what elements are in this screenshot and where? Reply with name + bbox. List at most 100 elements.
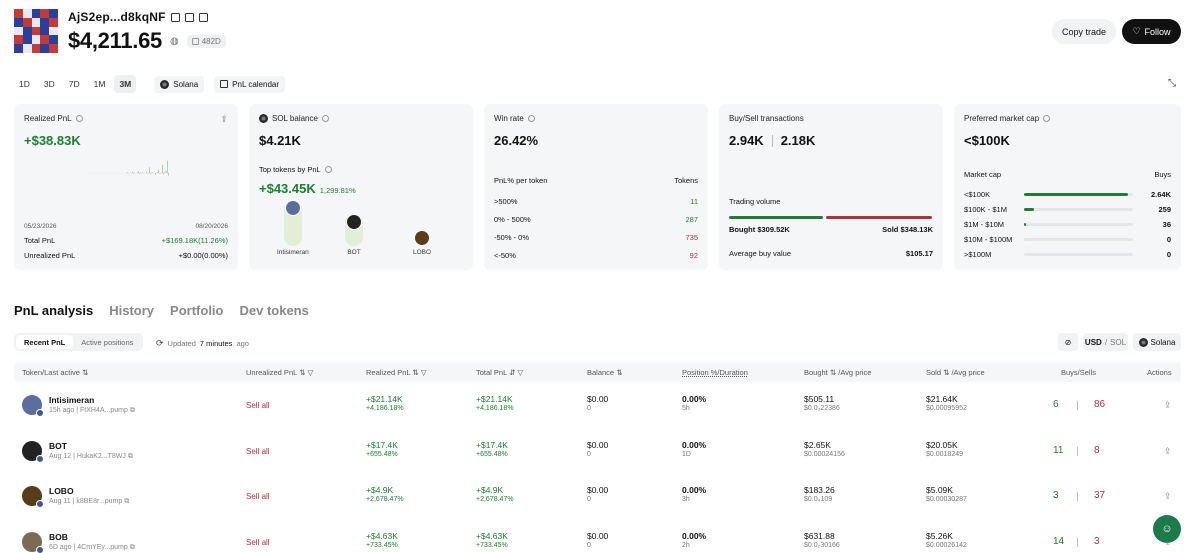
market-cap-row: $1M - $10M 36 bbox=[964, 217, 1171, 232]
market-cap-range: >$100M bbox=[964, 250, 992, 259]
realized-pnl: +$4.63K bbox=[366, 530, 398, 541]
period-1d[interactable]: 1D bbox=[19, 79, 30, 89]
unrealized-pnl-value: +$0.00(0.00%) bbox=[178, 251, 228, 260]
avatar-pixel bbox=[22, 35, 32, 45]
info-icon[interactable] bbox=[321, 115, 329, 122]
share-icon[interactable]: ⇪ bbox=[1164, 491, 1172, 501]
buy-count: 14 bbox=[1053, 535, 1065, 547]
chat-icon: ☺ bbox=[1161, 523, 1173, 535]
table-row[interactable]: BOT Aug 12 | HukaK2...T8WJ ⧉ Sell all +$17.… bbox=[14, 429, 1181, 474]
avg-buy-value: $105.17 bbox=[905, 249, 933, 258]
info-icon[interactable] bbox=[527, 115, 535, 122]
tab-history[interactable]: History bbox=[109, 303, 155, 318]
table-row[interactable]: BOB 6D ago | 4CmYEy...pump ⧉ Sell all +$4.6… bbox=[14, 520, 1181, 553]
top-tokens-title: Top tokens by PnL bbox=[259, 165, 321, 174]
share-icon[interactable]: ⇪ bbox=[1164, 400, 1172, 410]
table-row[interactable]: LOBO Aug 11 | k8BE8r...pump ⧉ Sell all +$4.… bbox=[14, 474, 1181, 519]
sell-all-button[interactable]: Sell all bbox=[246, 492, 270, 501]
chat-support-button[interactable]: ☺ bbox=[1153, 515, 1181, 543]
copy-icon[interactable]: ⧉ bbox=[127, 452, 133, 460]
sell-all-button[interactable]: Sell all bbox=[246, 401, 270, 410]
buy-count: 11 bbox=[1053, 444, 1064, 456]
updated-status: ⟳ Updated 7 minutes ago bbox=[156, 338, 249, 349]
follow-button[interactable]: ♡ Follow bbox=[1122, 19, 1181, 44]
copy-icon[interactable]: ⧉ bbox=[129, 543, 135, 551]
copy-icon[interactable]: ⧉ bbox=[129, 407, 135, 414]
eye-off-icon[interactable]: ◍ bbox=[169, 35, 179, 47]
period-3d[interactable]: 3D bbox=[43, 79, 55, 89]
balance-amount: 0 bbox=[587, 496, 591, 503]
chain-chip[interactable]: Solana bbox=[154, 75, 205, 93]
win-rate-count: 735 bbox=[685, 232, 698, 242]
currency-sol[interactable]: SOL bbox=[1110, 337, 1127, 347]
top-tokens-pnl: +$43.45K bbox=[259, 181, 316, 196]
token-name[interactable]: BOT bbox=[49, 440, 67, 451]
top-token-label: Intisimeran bbox=[277, 249, 309, 256]
win-rate-value: 26.42% bbox=[494, 133, 539, 148]
info-icon[interactable] bbox=[1043, 115, 1051, 122]
token-logo bbox=[414, 230, 431, 246]
tab-portfolio[interactable]: Portfolio bbox=[170, 303, 224, 318]
top-token-bar[interactable]: LOBO bbox=[413, 230, 431, 256]
sell-all-button[interactable]: Sell all bbox=[246, 537, 270, 547]
sold-amount: $5.09K bbox=[926, 485, 953, 495]
realized-pnl-title: Realized PnL bbox=[24, 114, 72, 123]
token-name[interactable]: LOBO bbox=[49, 486, 74, 496]
win-rate-row: <-50% 92 bbox=[494, 246, 698, 264]
avatar-pixel bbox=[40, 44, 50, 53]
avatar-pixel bbox=[22, 44, 32, 53]
tab-pnl-analysis[interactable]: PnL analysis bbox=[14, 303, 94, 318]
top-token-pill bbox=[283, 200, 302, 246]
refresh-icon[interactable]: ⟳ bbox=[156, 338, 164, 348]
col-realized-label: Realized PnL bbox=[366, 368, 411, 377]
clear-filter-button[interactable]: ⊘ bbox=[1058, 333, 1078, 351]
bought-amount: $2.65K bbox=[804, 439, 831, 450]
copy-trade-button[interactable]: Copy trade bbox=[1052, 19, 1116, 44]
copy-icon[interactable]: ⧉ bbox=[124, 498, 130, 505]
calendar-icon bbox=[220, 80, 229, 88]
solana-icon bbox=[259, 114, 268, 123]
collapse-icon[interactable]: ⤡ bbox=[1168, 78, 1176, 89]
col-token[interactable]: Token/Last active ⇅ bbox=[22, 368, 89, 377]
info-icon[interactable] bbox=[324, 166, 332, 173]
period-7d[interactable]: 7D bbox=[68, 79, 80, 89]
copy-icon[interactable] bbox=[184, 12, 194, 22]
col-position[interactable]: Position %/Duration bbox=[682, 368, 748, 377]
table-row[interactable]: Intisimeran 15h ago | FtXH4A...pump ⧉ Sell… bbox=[14, 383, 1181, 428]
info-icon[interactable] bbox=[75, 115, 83, 122]
col-unrealized[interactable]: Unrealized PnL ⇅ ▽ bbox=[246, 368, 314, 377]
col-sold[interactable]: Sold ⇅ /Avg price bbox=[926, 368, 985, 377]
solana-icon bbox=[160, 79, 170, 89]
token-name[interactable]: Intisimeran bbox=[49, 395, 95, 405]
win-rate-range: 0% - 500% bbox=[494, 214, 531, 224]
currency-usd[interactable]: USD bbox=[1084, 337, 1102, 347]
share-icon[interactable]: ⇪ bbox=[1164, 445, 1172, 456]
col-balance[interactable]: Balance ⇅ bbox=[587, 368, 623, 377]
token-name[interactable]: BOB bbox=[49, 531, 68, 542]
avatar-pixel bbox=[31, 26, 41, 36]
sol-balance-title: SOL balance bbox=[272, 114, 318, 123]
top-token-bar[interactable]: Intisimeran bbox=[277, 200, 309, 256]
period-1m[interactable]: 1M bbox=[93, 79, 106, 89]
edit-icon[interactable] bbox=[170, 12, 180, 22]
wallet-age-badge: 482D bbox=[186, 34, 226, 48]
currency-toggle[interactable]: USD / SOL bbox=[1083, 333, 1128, 351]
tab-dev-tokens[interactable]: Dev tokens bbox=[239, 303, 309, 318]
tab-active-positions[interactable]: Active positions bbox=[81, 338, 134, 347]
tab-recent-pnl[interactable]: Recent PnL bbox=[16, 335, 74, 349]
sell-all-button[interactable]: Sell all bbox=[246, 446, 270, 456]
col-bought[interactable]: Bought ⇅ /Avg price bbox=[804, 368, 872, 377]
chain-filter[interactable]: Solana bbox=[1133, 333, 1181, 351]
token-sub: 15h ago | FtXH4A...pump ⧉ bbox=[49, 407, 135, 415]
top-token-bar[interactable]: BOT bbox=[345, 213, 363, 256]
col-total[interactable]: Total PnL ⇵ ▽ bbox=[476, 368, 524, 377]
token-avatar bbox=[22, 440, 44, 463]
sell-count: 86 bbox=[1094, 399, 1106, 410]
share-icon[interactable]: ⇪ bbox=[220, 114, 228, 124]
col-realized[interactable]: Realized PnL ⇅ ▽ bbox=[366, 368, 427, 377]
divider bbox=[771, 134, 773, 147]
period-3m[interactable]: 3M bbox=[114, 75, 137, 93]
external-link-icon[interactable] bbox=[198, 12, 208, 22]
volume-bar bbox=[729, 216, 933, 219]
pnl-calendar-button[interactable]: PnL calendar bbox=[214, 75, 286, 93]
